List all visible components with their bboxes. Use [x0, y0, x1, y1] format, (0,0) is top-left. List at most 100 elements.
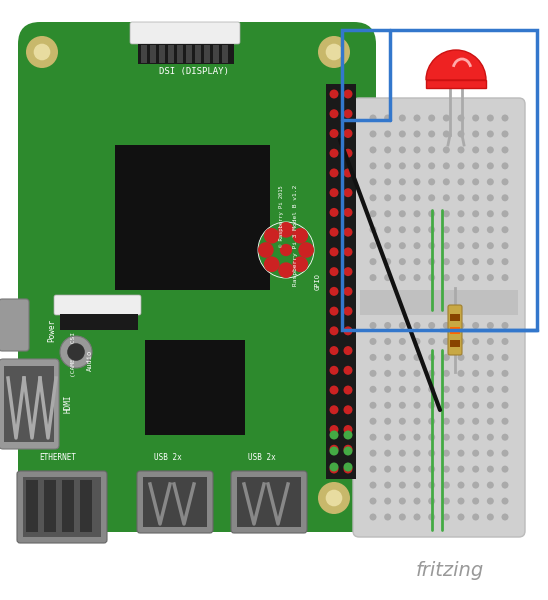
Circle shape — [487, 449, 494, 457]
Circle shape — [487, 354, 494, 361]
Circle shape — [472, 115, 479, 121]
Circle shape — [501, 258, 509, 265]
Circle shape — [443, 163, 450, 169]
Circle shape — [329, 169, 339, 178]
Circle shape — [384, 210, 391, 217]
Circle shape — [344, 445, 352, 454]
Circle shape — [443, 242, 450, 249]
Circle shape — [329, 89, 339, 98]
Circle shape — [344, 425, 352, 434]
Circle shape — [501, 354, 509, 361]
Circle shape — [428, 274, 435, 281]
Circle shape — [501, 210, 509, 217]
Circle shape — [399, 258, 406, 265]
Circle shape — [487, 497, 494, 505]
Circle shape — [487, 322, 494, 329]
Text: USB 2x: USB 2x — [248, 453, 276, 462]
Circle shape — [344, 208, 352, 217]
Circle shape — [369, 226, 376, 233]
Circle shape — [399, 274, 406, 281]
Circle shape — [501, 386, 509, 393]
Circle shape — [318, 482, 350, 514]
Circle shape — [280, 244, 292, 256]
Circle shape — [293, 228, 308, 244]
Circle shape — [428, 178, 435, 185]
Circle shape — [487, 163, 494, 169]
Bar — [145, 340, 245, 435]
Circle shape — [501, 178, 509, 185]
Circle shape — [384, 514, 391, 520]
Circle shape — [443, 146, 450, 154]
Circle shape — [472, 242, 479, 249]
Circle shape — [369, 338, 376, 345]
Circle shape — [458, 226, 465, 233]
Circle shape — [414, 386, 420, 393]
Circle shape — [501, 434, 509, 440]
Circle shape — [414, 210, 420, 217]
Circle shape — [472, 163, 479, 169]
Circle shape — [428, 466, 435, 473]
Circle shape — [344, 431, 352, 439]
Circle shape — [329, 346, 339, 355]
Circle shape — [369, 322, 376, 329]
Circle shape — [384, 194, 391, 202]
Circle shape — [399, 242, 406, 249]
Circle shape — [472, 402, 479, 409]
Circle shape — [329, 464, 339, 473]
Bar — [60, 314, 138, 330]
Circle shape — [384, 322, 391, 329]
Circle shape — [472, 274, 479, 281]
Circle shape — [369, 194, 376, 202]
Circle shape — [428, 194, 435, 202]
Circle shape — [443, 115, 450, 121]
Circle shape — [472, 322, 479, 329]
Circle shape — [369, 386, 376, 393]
Circle shape — [472, 370, 479, 377]
Circle shape — [487, 274, 494, 281]
Circle shape — [428, 163, 435, 169]
Circle shape — [399, 386, 406, 393]
Circle shape — [399, 178, 406, 185]
Circle shape — [428, 242, 435, 249]
Bar — [26, 480, 38, 532]
Circle shape — [399, 322, 406, 329]
FancyBboxPatch shape — [0, 299, 29, 351]
Circle shape — [344, 326, 352, 335]
Circle shape — [329, 267, 339, 276]
Circle shape — [264, 228, 279, 244]
Bar — [62, 480, 74, 532]
Circle shape — [458, 466, 465, 473]
Circle shape — [258, 242, 273, 258]
Circle shape — [501, 242, 509, 249]
Circle shape — [329, 188, 339, 197]
Circle shape — [384, 370, 391, 377]
Circle shape — [414, 194, 420, 202]
Circle shape — [384, 226, 391, 233]
Text: © Raspberry Pi 2015: © Raspberry Pi 2015 — [279, 185, 284, 247]
Circle shape — [458, 194, 465, 202]
Circle shape — [344, 227, 352, 236]
Circle shape — [443, 514, 450, 520]
Circle shape — [443, 226, 450, 233]
Circle shape — [399, 163, 406, 169]
Circle shape — [414, 354, 420, 361]
Circle shape — [329, 431, 339, 439]
Circle shape — [344, 149, 352, 158]
Circle shape — [458, 274, 465, 281]
Circle shape — [487, 338, 494, 345]
Circle shape — [501, 274, 509, 281]
Bar — [204, 45, 210, 63]
Circle shape — [472, 210, 479, 217]
Circle shape — [329, 109, 339, 118]
Circle shape — [344, 366, 352, 375]
Bar — [159, 45, 165, 63]
FancyBboxPatch shape — [4, 366, 54, 442]
Circle shape — [443, 466, 450, 473]
Circle shape — [501, 449, 509, 457]
Circle shape — [428, 434, 435, 440]
FancyBboxPatch shape — [448, 305, 462, 355]
Circle shape — [472, 130, 479, 137]
Circle shape — [458, 418, 465, 425]
Circle shape — [399, 514, 406, 520]
Circle shape — [278, 222, 294, 238]
